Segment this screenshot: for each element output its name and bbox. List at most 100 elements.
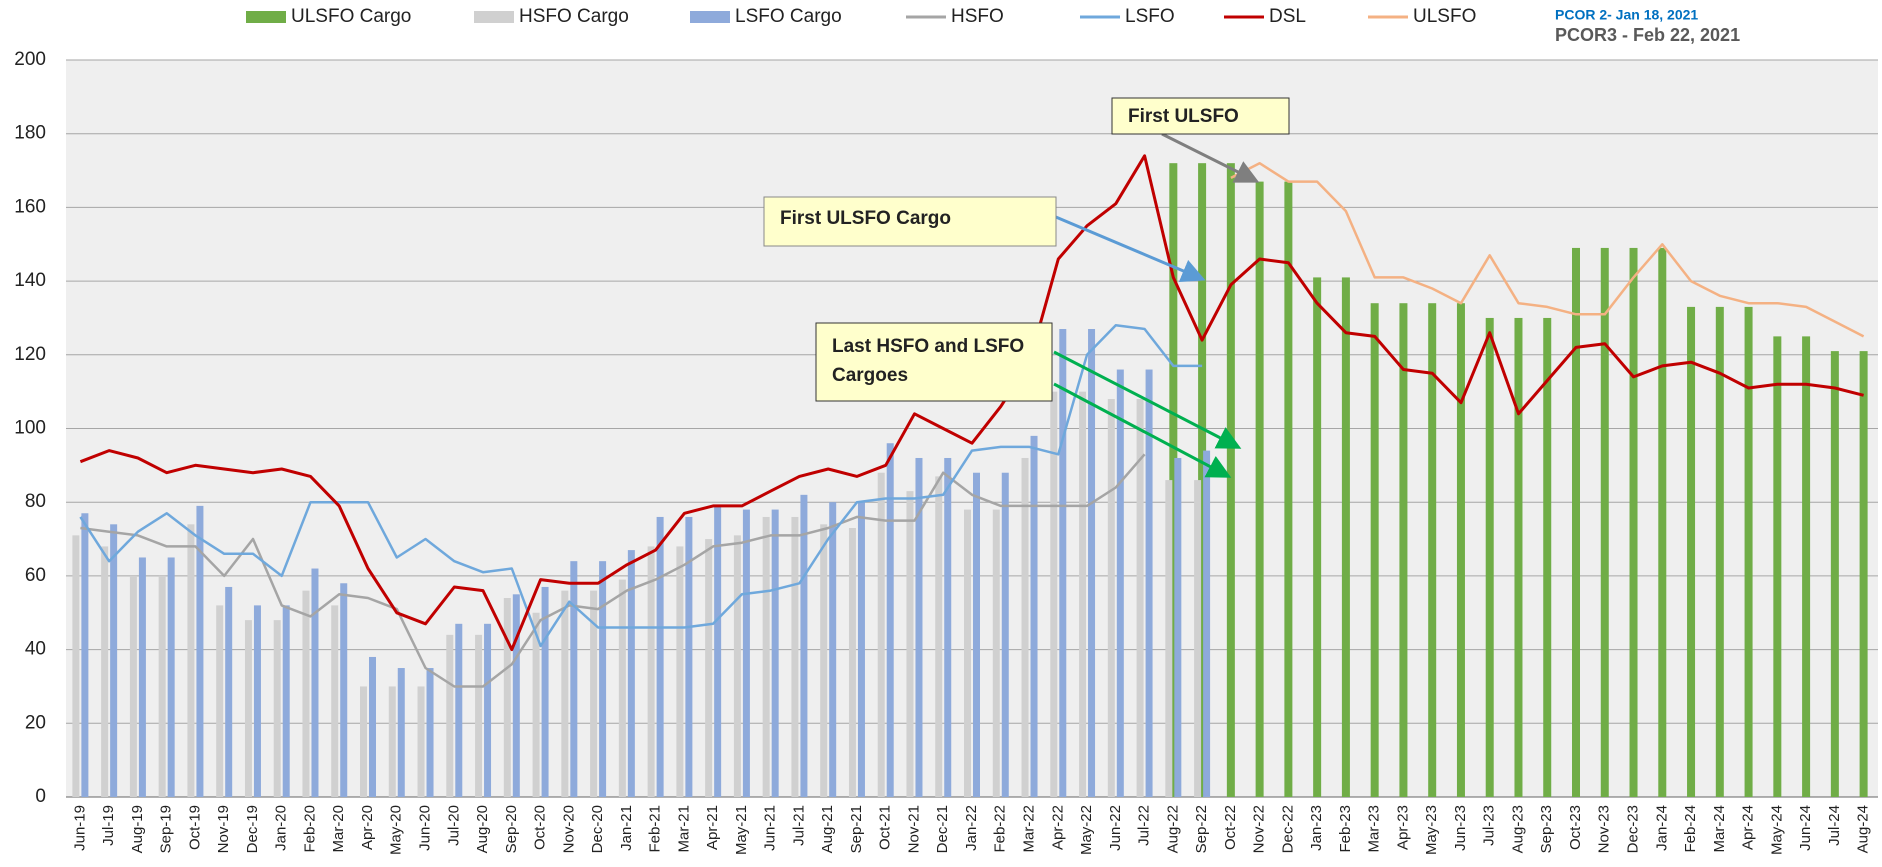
bar — [1088, 329, 1096, 797]
bar — [1226, 163, 1235, 797]
arrow — [1043, 210, 1206, 283]
bar — [676, 546, 684, 797]
bar — [848, 527, 856, 797]
bar — [1715, 306, 1724, 797]
bar — [388, 686, 396, 797]
bar — [1629, 247, 1638, 797]
x-tick-label: Aug-21 — [819, 805, 836, 853]
bar — [1428, 303, 1437, 797]
bar — [167, 557, 175, 797]
bar — [340, 583, 348, 797]
y-tick-label: 40 — [25, 639, 46, 660]
bar — [599, 561, 607, 797]
y-tick-label: 140 — [14, 270, 46, 291]
bar — [886, 443, 894, 797]
x-tick-label: Nov-22 — [1251, 805, 1268, 853]
annotation: Cargoes — [832, 365, 908, 386]
bar — [81, 513, 89, 797]
x-tick-label: Jun-19 — [71, 805, 88, 851]
bar — [590, 590, 598, 797]
line — [79, 154, 1864, 652]
y-tick-label: 200 — [14, 49, 46, 70]
x-tick-label: Apr-23 — [1394, 805, 1411, 850]
bar — [906, 491, 914, 797]
x-tick-label: Apr-20 — [359, 805, 376, 850]
bar — [302, 590, 310, 797]
x-tick-label: Sep-21 — [848, 805, 865, 853]
x-tick-label: Jan-20 — [273, 805, 290, 851]
bar — [1107, 399, 1115, 797]
bar — [225, 586, 233, 797]
x-tick-label: Jan-22 — [963, 805, 980, 851]
bar — [541, 586, 549, 797]
bar — [771, 509, 779, 797]
bar — [1174, 457, 1182, 797]
x-tick-label: Oct-22 — [1222, 805, 1239, 850]
bar — [484, 623, 492, 797]
x-tick-label: Nov-20 — [560, 805, 577, 853]
bar — [1050, 391, 1058, 797]
bar — [1001, 472, 1009, 797]
x-tick-label: Oct-21 — [877, 805, 894, 850]
x-tick-label: Apr-24 — [1740, 805, 1757, 850]
bar — [1600, 247, 1609, 797]
bar — [915, 457, 923, 797]
x-tick-label: Jan-21 — [618, 805, 635, 851]
bar — [455, 623, 463, 797]
x-tick-label: Sep-23 — [1538, 805, 1555, 853]
bar — [369, 656, 376, 797]
x-tick-label: Aug-23 — [1509, 805, 1526, 853]
bar — [512, 594, 520, 797]
bar — [800, 494, 808, 797]
bar — [1485, 317, 1494, 797]
bar — [791, 516, 799, 797]
annotation: First ULSFO Cargo — [780, 208, 951, 229]
x-tick-label: Dec-19 — [244, 805, 261, 853]
bar — [196, 505, 204, 797]
bar — [532, 612, 540, 797]
x-tick-label: Dec-22 — [1279, 805, 1296, 853]
bar — [1370, 303, 1379, 797]
bar — [561, 590, 569, 797]
x-tick-label: Feb-22 — [992, 805, 1009, 853]
legend-label: LSFO — [1125, 6, 1175, 27]
bar — [158, 575, 166, 797]
bar — [1198, 163, 1207, 797]
bar — [705, 539, 713, 797]
bar — [1773, 336, 1782, 797]
bar — [446, 634, 454, 797]
bar — [1543, 317, 1552, 797]
legend-label: ULSFO — [1413, 6, 1476, 27]
y-tick-label: 100 — [14, 418, 46, 439]
bar — [973, 472, 980, 797]
bar — [685, 516, 693, 797]
x-tick-label: Jun-21 — [762, 805, 779, 851]
y-tick-label: 120 — [14, 344, 46, 365]
legend-label: ULSFO Cargo — [291, 6, 411, 27]
annotation: Last HSFO and LSFO — [832, 336, 1024, 357]
bar — [417, 686, 425, 797]
y-tick-label: 20 — [25, 712, 46, 733]
x-tick-label: Aug-20 — [474, 805, 491, 853]
x-tick-label: Feb-21 — [647, 805, 664, 853]
bar — [1030, 435, 1038, 797]
pcor2-note: PCOR 2- Jan 18, 2021 — [1555, 7, 1698, 23]
x-tick-label: Sep-19 — [158, 805, 175, 853]
x-tick-label: Aug-19 — [129, 805, 146, 853]
x-tick-label: Jun-24 — [1797, 805, 1814, 851]
line — [80, 453, 1146, 688]
x-tick-label: May-20 — [388, 805, 405, 855]
bar — [733, 535, 741, 797]
bar — [627, 550, 635, 797]
bar — [1284, 181, 1293, 798]
x-tick-label: Feb-23 — [1337, 805, 1354, 853]
y-tick-label: 160 — [14, 196, 46, 217]
x-tick-label: Sep-22 — [1193, 805, 1210, 853]
bar — [1456, 303, 1465, 797]
x-tick-label: Dec-21 — [934, 805, 951, 853]
annotation-box — [815, 322, 1053, 402]
legend-swatch — [474, 11, 514, 23]
x-tick-label: Nov-19 — [215, 805, 232, 853]
bar — [503, 598, 511, 797]
x-tick-label: Sep-20 — [503, 805, 520, 853]
